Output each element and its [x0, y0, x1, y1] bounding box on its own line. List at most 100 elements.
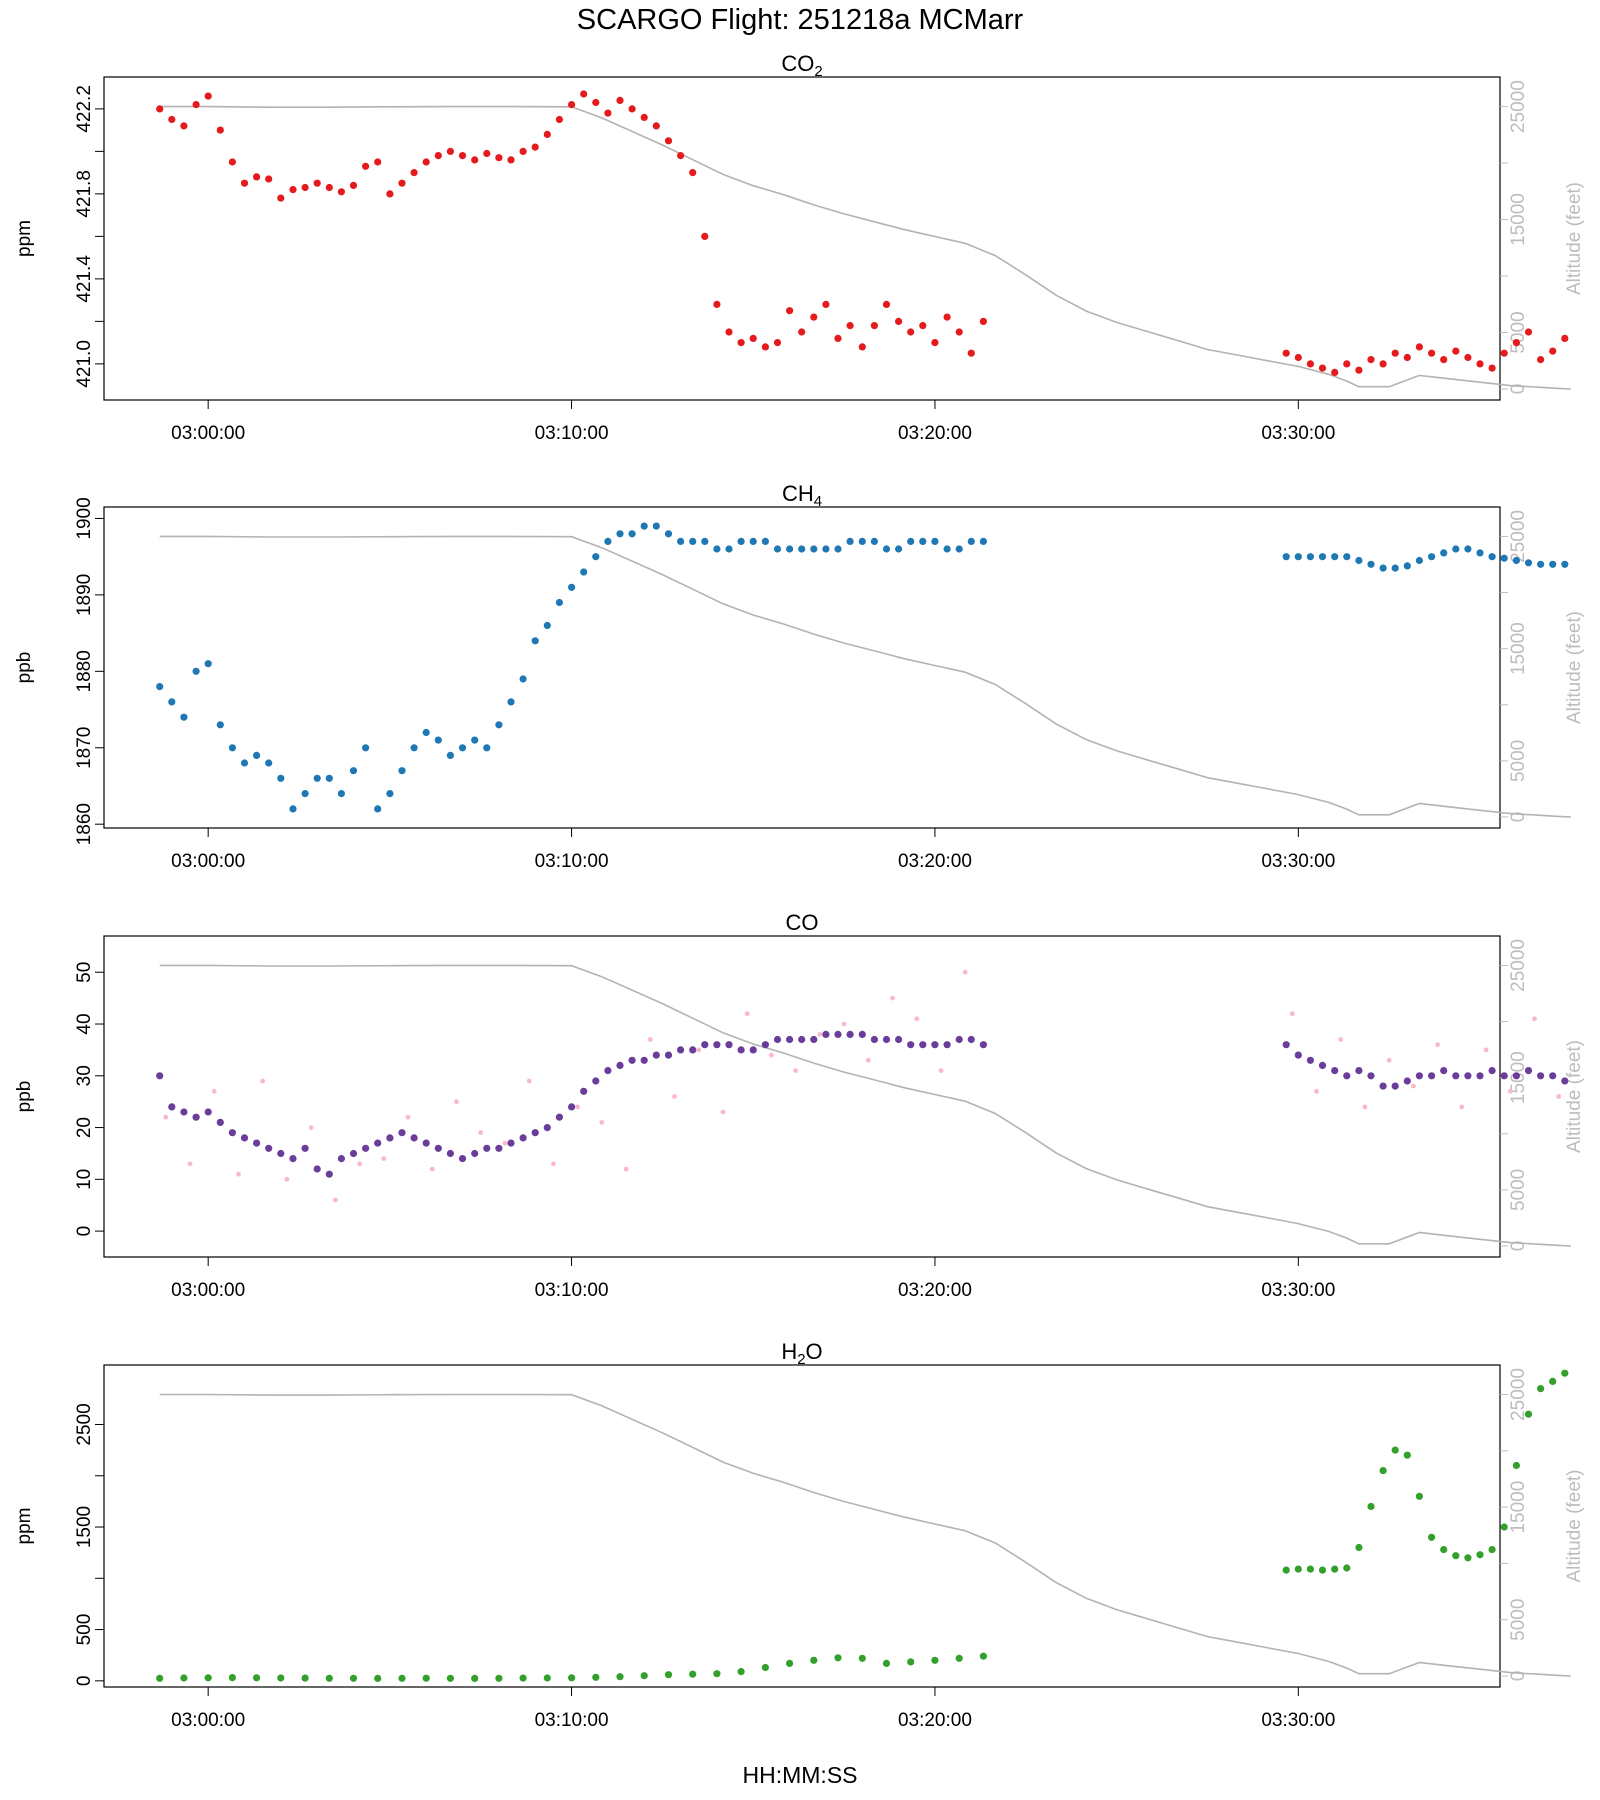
data-point [543, 621, 551, 630]
data-point [216, 126, 224, 134]
data-point [1306, 360, 1314, 368]
alt-tick-label: 0 [1508, 384, 1529, 395]
data-point [1537, 356, 1545, 364]
data-point [773, 545, 782, 553]
data-point [1440, 356, 1448, 364]
data-point [1428, 1072, 1436, 1080]
x-tick-label: 03:10:00 [535, 1710, 609, 1731]
data-point [1488, 1067, 1496, 1075]
data-point [1537, 560, 1545, 568]
data-point [628, 1056, 636, 1064]
altitude-line [159, 964, 1571, 1247]
data-point [1415, 556, 1423, 565]
data-point [701, 232, 709, 240]
data-point [846, 322, 854, 330]
data-point [381, 1156, 387, 1161]
data-point [822, 545, 830, 553]
data-point [858, 343, 866, 351]
data-point [1428, 1533, 1436, 1541]
data-point [672, 1094, 677, 1099]
data-point [337, 790, 345, 798]
data-point [1549, 1072, 1557, 1080]
data-point [725, 545, 733, 553]
data-point [253, 173, 261, 181]
data-point [1318, 553, 1327, 561]
data-point [834, 1654, 842, 1662]
data-point [749, 1046, 757, 1054]
data-point [1367, 356, 1375, 364]
x-tick-label: 03:00:00 [171, 851, 245, 872]
data-point [786, 545, 794, 553]
data-point [749, 537, 757, 546]
data-point [737, 1046, 745, 1054]
data-point [1367, 1072, 1375, 1080]
data-point [822, 1030, 830, 1038]
data-point [478, 1130, 484, 1136]
data-point [1428, 553, 1436, 561]
data-point [1512, 1072, 1520, 1080]
data-point [1483, 1047, 1489, 1053]
data-point [543, 130, 551, 138]
x-axis-title: HH:MM:SS [742, 1762, 858, 1788]
data-point [1391, 349, 1399, 357]
data-point [495, 1144, 503, 1152]
data-point [471, 1674, 479, 1682]
data-point [1452, 545, 1460, 553]
data-point [1367, 560, 1375, 568]
plot-frame [103, 935, 1501, 1258]
data-point [1343, 1072, 1351, 1080]
data-point [526, 1078, 532, 1084]
data-point [1415, 1492, 1423, 1500]
panel-title: CO [786, 910, 819, 935]
y-tick-label: 500 [74, 1614, 95, 1646]
data-point [810, 313, 818, 321]
data-point [507, 1139, 515, 1147]
data-point [216, 721, 224, 729]
data-point [773, 1035, 782, 1044]
data-point [1459, 1104, 1465, 1110]
x-tick-label: 03:10:00 [535, 1280, 609, 1301]
y-axis-label: ppb [14, 652, 35, 684]
data-point [1282, 349, 1290, 357]
data-point [362, 744, 370, 752]
data-point [955, 1035, 963, 1044]
data-point [943, 313, 951, 321]
data-point [192, 667, 200, 675]
data-point [725, 328, 733, 336]
alt-tick-label: 5000 [1508, 1169, 1529, 1211]
data-point [265, 1144, 273, 1152]
data-point [761, 537, 770, 546]
x-tick-label: 03:00:00 [171, 1710, 245, 1731]
data-point [1355, 556, 1363, 565]
data-point [1318, 1566, 1327, 1574]
y-tick-label: 20 [74, 1117, 95, 1138]
data-point [1331, 553, 1339, 561]
data-point [931, 339, 939, 347]
data-point [349, 767, 358, 775]
data-point [761, 343, 770, 351]
data-point [1507, 1088, 1513, 1094]
data-point [720, 1109, 726, 1115]
data-point [265, 759, 273, 767]
data-point [652, 1051, 660, 1059]
data-point [907, 328, 915, 336]
plot-frame [103, 506, 1501, 829]
data-point [1282, 553, 1290, 561]
data-point [870, 1035, 879, 1044]
data-point [362, 162, 370, 170]
data-point [301, 1144, 309, 1152]
data-point [907, 537, 915, 546]
data-point [301, 790, 309, 798]
data-point [519, 147, 527, 155]
data-point [301, 183, 309, 192]
y2-axis-label: Altitude (feet) [1564, 182, 1585, 295]
data-point [429, 1166, 435, 1172]
data-point [568, 101, 576, 109]
data-point [623, 1166, 629, 1172]
data-point [962, 969, 968, 975]
data-point [519, 1674, 527, 1682]
data-point [919, 322, 927, 330]
panel-4: H2O 0 500 1500 2500 ppm 0 5000 15000 25000 Altitud… [14, 1339, 1585, 1731]
alt-tick-label: 15000 [1508, 193, 1529, 246]
